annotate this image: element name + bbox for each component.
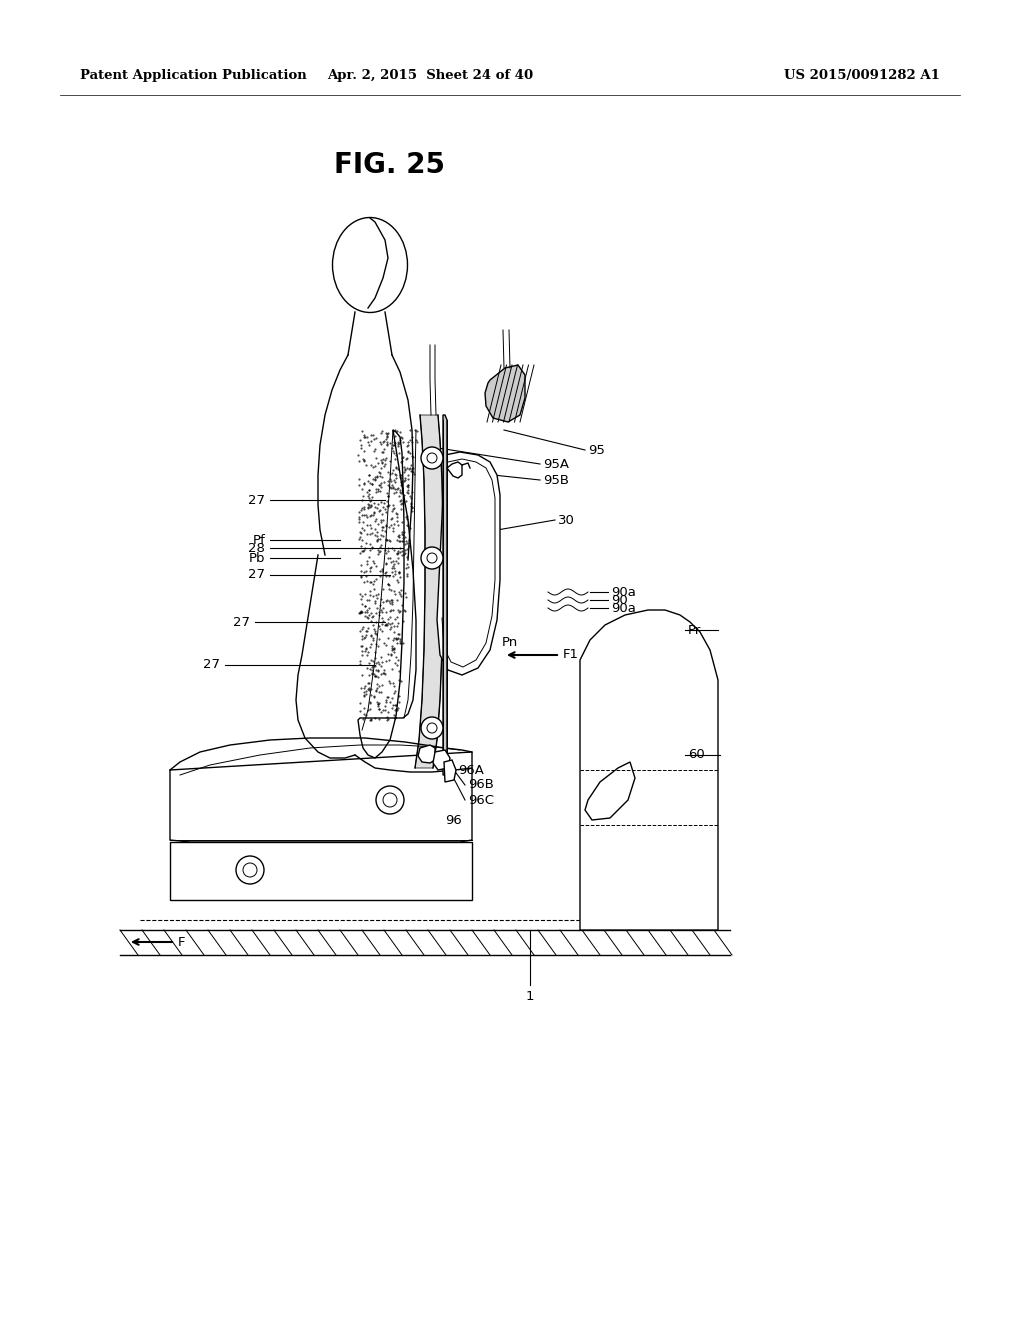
Text: 27: 27 xyxy=(203,659,220,672)
Text: Pf: Pf xyxy=(252,533,265,546)
Circle shape xyxy=(376,785,404,814)
Text: Apr. 2, 2015  Sheet 24 of 40: Apr. 2, 2015 Sheet 24 of 40 xyxy=(327,69,534,82)
Polygon shape xyxy=(418,744,435,763)
Polygon shape xyxy=(433,750,450,770)
Text: F1: F1 xyxy=(563,648,579,661)
Text: 96A: 96A xyxy=(458,763,484,776)
Polygon shape xyxy=(437,451,500,675)
Circle shape xyxy=(236,855,264,884)
Polygon shape xyxy=(170,842,472,900)
Polygon shape xyxy=(585,762,635,820)
Text: FIG. 25: FIG. 25 xyxy=(335,150,445,180)
Circle shape xyxy=(421,546,443,569)
Text: 27: 27 xyxy=(248,494,265,507)
Text: F: F xyxy=(178,936,185,949)
Polygon shape xyxy=(443,414,447,775)
Text: Patent Application Publication: Patent Application Publication xyxy=(80,69,307,82)
Polygon shape xyxy=(415,414,443,768)
Text: Pn: Pn xyxy=(502,635,518,648)
Text: 90: 90 xyxy=(611,594,628,606)
Text: 95: 95 xyxy=(588,444,605,457)
Text: 30: 30 xyxy=(558,513,574,527)
Circle shape xyxy=(421,447,443,469)
Polygon shape xyxy=(485,366,525,422)
Polygon shape xyxy=(580,610,718,931)
Polygon shape xyxy=(358,430,416,758)
Polygon shape xyxy=(447,462,462,478)
Text: 95A: 95A xyxy=(543,458,569,470)
Text: 1: 1 xyxy=(525,990,535,1003)
Text: Pr: Pr xyxy=(688,623,701,636)
Circle shape xyxy=(421,717,443,739)
Polygon shape xyxy=(170,752,472,842)
Polygon shape xyxy=(444,760,456,781)
Ellipse shape xyxy=(333,218,408,313)
Text: 27: 27 xyxy=(248,569,265,582)
Text: 90a: 90a xyxy=(611,586,636,598)
Text: 28: 28 xyxy=(248,541,265,554)
Text: 60: 60 xyxy=(688,748,705,762)
Text: 96B: 96B xyxy=(468,779,494,792)
Text: Pb: Pb xyxy=(249,552,265,565)
Text: 96C: 96C xyxy=(468,793,494,807)
Text: 90a: 90a xyxy=(611,602,636,615)
Text: US 2015/0091282 A1: US 2015/0091282 A1 xyxy=(784,69,940,82)
Text: 95B: 95B xyxy=(543,474,569,487)
Text: 27: 27 xyxy=(233,615,250,628)
Text: 96: 96 xyxy=(445,813,462,826)
